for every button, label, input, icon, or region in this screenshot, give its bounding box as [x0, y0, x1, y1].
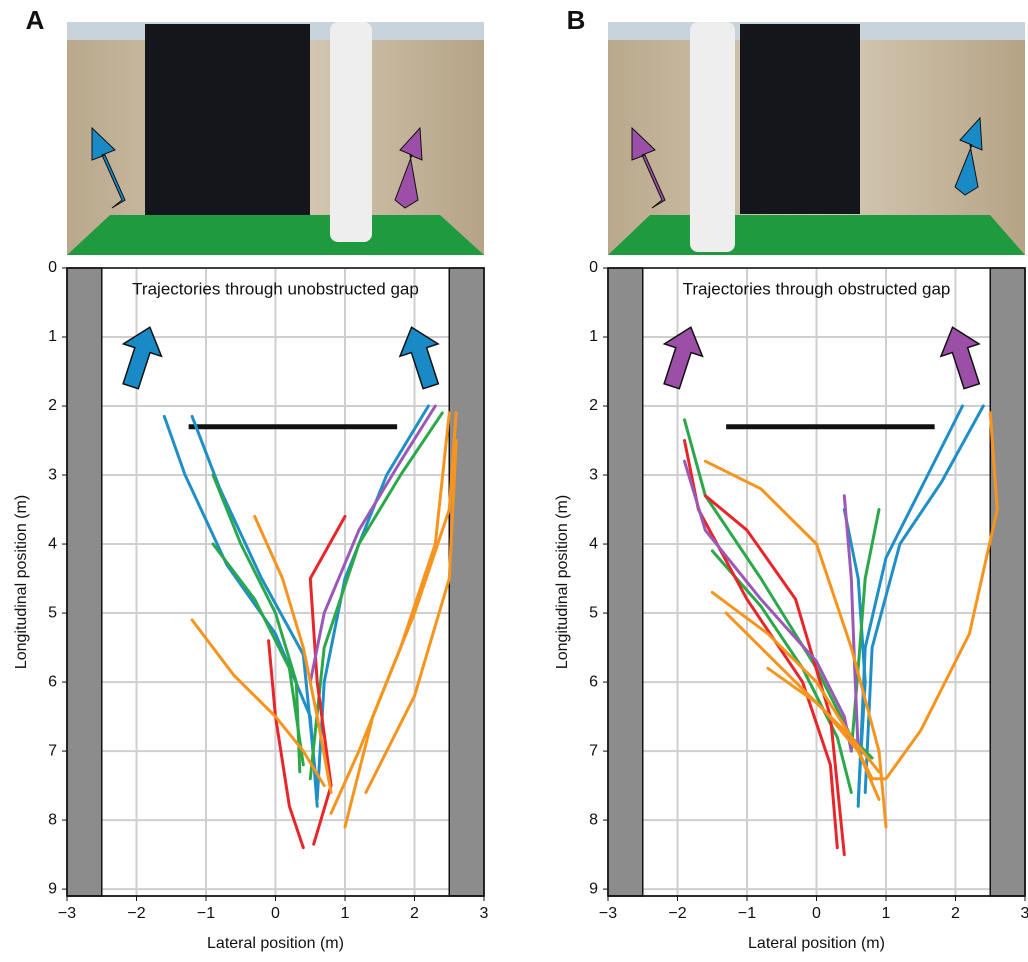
y-tick-label: 8 — [48, 811, 57, 828]
y-tick-label: 0 — [48, 259, 57, 276]
arrow-shape — [398, 326, 440, 390]
wall — [66, 267, 103, 897]
arrow-shape — [939, 326, 981, 390]
x-tick-label: −2 — [668, 905, 686, 922]
trajectory — [870, 411, 999, 781]
trajectory — [703, 494, 846, 857]
x-tick-label: −3 — [599, 905, 617, 922]
y-tick-label: 8 — [589, 811, 598, 828]
trajectory — [329, 411, 451, 815]
trajectory — [211, 542, 305, 767]
y-tick-label: 3 — [48, 466, 57, 483]
panel-label: B — [567, 5, 586, 35]
trajectory — [308, 404, 437, 684]
arrow-shape — [662, 326, 704, 390]
direction-arrow — [939, 326, 981, 390]
y-tick-label: 1 — [48, 328, 57, 345]
y-tick-label: 5 — [589, 604, 598, 621]
y-axis-label: Longitudinal position (m) — [13, 495, 30, 669]
trajectory — [863, 404, 985, 794]
trajectory — [364, 439, 458, 794]
trajectory — [710, 590, 874, 781]
trajectory — [849, 508, 881, 753]
y-tick-label: 4 — [48, 535, 57, 552]
panel-label: A — [26, 5, 45, 35]
wall — [989, 267, 1026, 897]
x-tick-label: −2 — [127, 905, 145, 922]
y-tick-label: 0 — [589, 259, 598, 276]
trajectory — [703, 459, 888, 829]
trajectory — [190, 618, 326, 788]
x-tick-label: 3 — [480, 905, 489, 922]
y-tick-label: 2 — [48, 397, 57, 414]
trajectory — [683, 459, 853, 753]
x-axis-label: Lateral position (m) — [748, 935, 885, 952]
y-tick-label: 1 — [589, 328, 598, 345]
direction-arrow — [662, 326, 704, 390]
direction-arrow — [398, 326, 440, 390]
x-tick-label: −1 — [738, 905, 756, 922]
y-tick-label: 7 — [589, 742, 598, 759]
x-tick-label: 3 — [1021, 905, 1028, 922]
trajectory — [211, 473, 302, 774]
x-tick-label: −3 — [58, 905, 76, 922]
trajectory — [766, 666, 881, 774]
y-tick-label: 7 — [48, 742, 57, 759]
x-tick-label: 2 — [951, 905, 960, 922]
x-axis-label: Lateral position (m) — [207, 935, 344, 952]
arrow-shape — [121, 326, 163, 390]
trajectory — [190, 414, 319, 794]
trajectory — [267, 639, 305, 850]
y-axis-label: Longitudinal position (m) — [554, 495, 571, 669]
x-tick-label: 1 — [882, 905, 891, 922]
x-tick-label: 0 — [271, 905, 280, 922]
x-tick-label: 0 — [812, 905, 821, 922]
y-tick-label: 6 — [48, 673, 57, 690]
direction-arrow — [121, 326, 163, 390]
y-tick-label: 3 — [589, 466, 598, 483]
y-tick-label: 6 — [589, 673, 598, 690]
trajectory — [308, 514, 347, 846]
x-tick-label: 1 — [341, 905, 350, 922]
trajectory — [253, 514, 333, 794]
wall — [607, 267, 644, 897]
y-tick-label: 9 — [589, 880, 598, 897]
panel-title: Trajectories through obstructed gap — [683, 279, 951, 298]
wall — [448, 267, 485, 897]
photo-a — [67, 22, 484, 255]
x-tick-label: −1 — [197, 905, 215, 922]
panel-title: Trajectories through unobstructed gap — [132, 279, 419, 298]
x-tick-label: 2 — [410, 905, 419, 922]
trajectory — [343, 411, 458, 829]
y-tick-label: 2 — [589, 397, 598, 414]
trajectory — [842, 494, 860, 753]
y-tick-label: 4 — [589, 535, 598, 552]
y-tick-label: 5 — [48, 604, 57, 621]
y-tick-label: 9 — [48, 880, 57, 897]
photo-b — [608, 22, 1025, 255]
